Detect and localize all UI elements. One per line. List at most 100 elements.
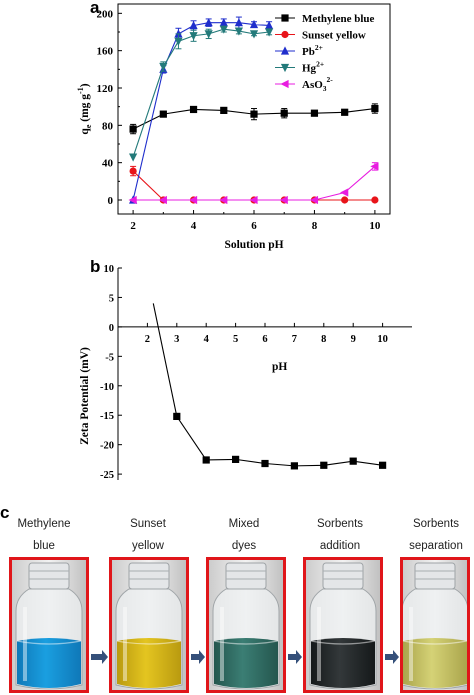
y-axis-label-close: ): [79, 83, 91, 87]
data-point: [371, 196, 379, 204]
data-point: [204, 30, 213, 39]
photo-label-line1: Sorbents: [412, 518, 460, 530]
data-point: [249, 195, 258, 205]
series-0: [129, 103, 379, 135]
y-tick-label: 0: [108, 195, 114, 207]
data-point: [310, 109, 319, 117]
x-tick-label: 4: [191, 220, 197, 232]
x-tick-label: 6: [251, 220, 257, 232]
y-tick-label: 120: [97, 83, 114, 95]
y-tick-label: -15: [100, 411, 114, 422]
data-point: [220, 106, 228, 114]
x-tick-label: 6: [262, 334, 267, 345]
y-tick-label: -5: [105, 352, 114, 363]
legend-label: Hg2+: [302, 60, 324, 75]
photo-label-line2: yellow: [132, 540, 164, 552]
y-tick-label: -10: [100, 382, 114, 393]
series-line: [133, 165, 376, 201]
y-axis-label-main: q: [79, 128, 91, 135]
data-point: [249, 19, 259, 29]
vial-neck: [414, 562, 456, 590]
vial-neck: [322, 562, 364, 590]
legend-label-sub: 3: [323, 84, 327, 93]
vial-liquid: [311, 638, 375, 688]
data-point: [261, 459, 269, 468]
legend-marker: [280, 79, 289, 89]
data-point: [129, 153, 138, 162]
y-axis-label-sub: e: [84, 124, 93, 128]
data-point: [189, 20, 198, 30]
x-axis-label: Solution pH: [224, 239, 283, 251]
data-point: [232, 455, 240, 463]
legend-label: AsO32-: [302, 75, 333, 93]
data-point: [158, 195, 167, 205]
data-point: [189, 32, 198, 41]
series-line: [132, 170, 375, 201]
arrow-shape: [385, 650, 399, 664]
y-axis-label-unit: (mg g: [79, 94, 91, 125]
y-tick-label: -20: [100, 441, 114, 452]
vial-neck: [225, 562, 267, 590]
glass-highlight: [220, 607, 224, 681]
legend-marker: [280, 46, 290, 55]
data-point: [204, 18, 213, 27]
legend-label-name: Pb: [302, 46, 315, 58]
photo-frame: [109, 557, 189, 693]
vial-photo: [9, 557, 89, 693]
photo-label-line1: Mixed: [228, 518, 260, 530]
y-axis-label: Zeta Potential (mV): [79, 347, 91, 445]
data-point: [279, 195, 288, 205]
legend-label-name: Hg: [302, 63, 317, 75]
photo-label-line2: dyes: [231, 540, 257, 552]
x-tick-label: 8: [312, 220, 318, 232]
glass-highlight: [317, 607, 321, 681]
legend-marker: [281, 30, 289, 39]
vial-photo: [109, 557, 189, 693]
data-point: [341, 196, 349, 204]
arrow-right-icon: [91, 650, 108, 664]
y-axis-label: qe (mg g-1): [76, 83, 93, 134]
data-point: [219, 18, 228, 27]
x-axis-label: pH: [272, 361, 287, 373]
vial-photo: [303, 557, 383, 693]
arrow-right-icon: [191, 650, 205, 664]
liquid-meniscus: [213, 640, 279, 645]
x-tick-label: 7: [292, 334, 297, 345]
series-line: [132, 28, 270, 158]
vial-photo: [206, 557, 286, 693]
data-point: [309, 195, 319, 205]
y-tick-label: 200: [97, 8, 114, 20]
liquid-meniscus: [402, 640, 468, 645]
data-point: [129, 167, 137, 175]
legend-label-sup: 2+: [316, 60, 324, 69]
vial-liquid: [117, 638, 181, 688]
data-point: [371, 104, 379, 113]
y-tick-label: 160: [97, 46, 114, 58]
data-point: [290, 462, 298, 470]
panel-c-letter: c: [0, 503, 10, 522]
data-point: [349, 457, 357, 465]
y-axis-label-exp: -1: [76, 87, 85, 94]
legend-marker: [280, 63, 290, 73]
data-point: [280, 109, 288, 117]
series-3: [129, 25, 274, 162]
series-0: [152, 303, 387, 470]
x-tick-label: 3: [174, 334, 179, 345]
vial-liquid: [403, 638, 467, 688]
glass-highlight: [123, 607, 127, 681]
series-4: [128, 162, 379, 205]
data-point: [250, 110, 258, 118]
x-tick-label: 4: [204, 334, 210, 345]
photo-label-line1: Methylene: [17, 518, 71, 530]
chart-a: 2 4 6 8 10 0 40 80 120 160 200 Solution pH qe (mg g-…: [76, 3, 391, 251]
data-point: [370, 162, 379, 171]
photo-label-line2: separation: [409, 540, 463, 552]
data-point: [219, 25, 228, 34]
photo-label-line1: Sorbents: [316, 518, 364, 530]
data-point: [234, 27, 243, 36]
data-point: [129, 125, 137, 133]
vial-neck: [28, 562, 70, 590]
data-point: [159, 62, 168, 72]
series-line: [132, 22, 270, 201]
